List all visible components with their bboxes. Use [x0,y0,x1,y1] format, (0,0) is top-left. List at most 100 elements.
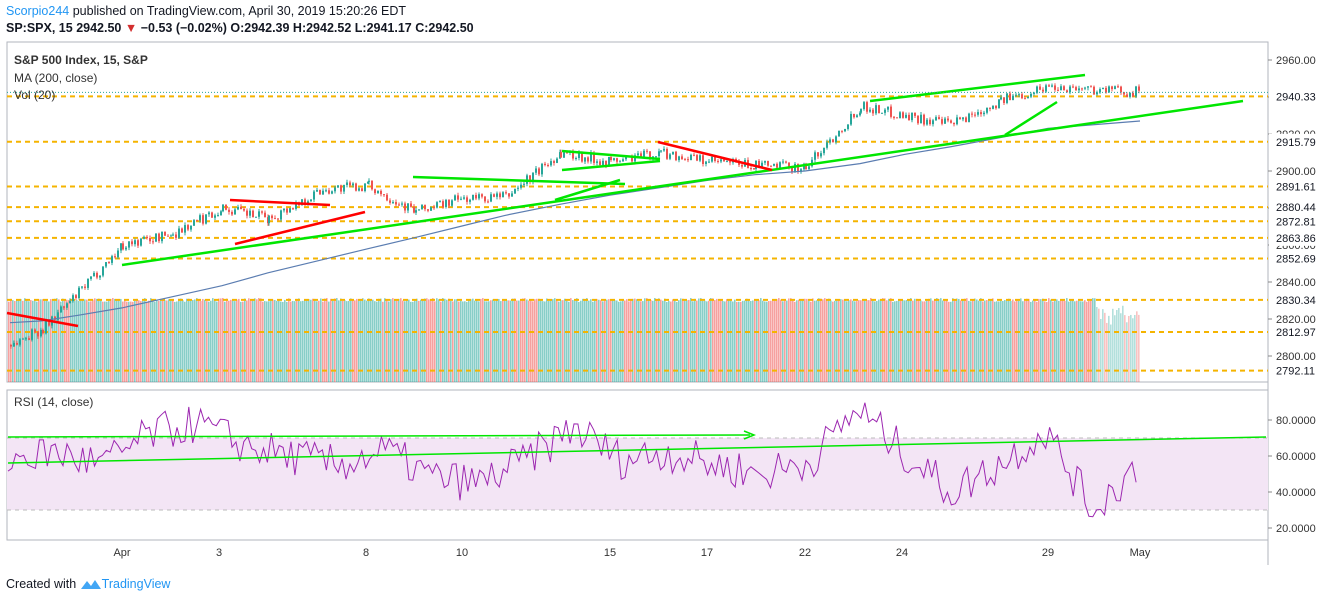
volume-bar [322,301,324,382]
volume-bar [812,298,814,382]
candle-body [720,159,722,162]
volume-bar [142,300,144,382]
volume-bar [268,301,270,382]
candle-body [161,231,163,242]
volume-bar [918,299,920,382]
candle-body [856,115,858,118]
volume-bar [158,300,160,382]
symbol: SP:SPX, 15 [6,21,73,35]
volume-bar [66,299,68,382]
candle-body [42,329,44,334]
volume-bar [82,299,84,382]
volume-bar [1134,314,1136,382]
candle-body [137,240,139,246]
candle-body [352,183,354,186]
candle-body [240,206,242,210]
candle-body [587,157,589,162]
candle-body [529,175,531,182]
volume-bar [720,298,722,382]
volume-bar [318,300,320,382]
candle-body [377,190,379,194]
candle-body [430,207,432,211]
volume-bar [336,298,338,382]
candle-body [666,148,668,159]
candle-body [445,199,447,207]
volume-bar [548,300,550,382]
volume-bar [402,300,404,382]
down-arrow-icon: ▼ [124,21,138,35]
level-tag-label: 2863.86 [1276,233,1316,245]
volume-bar [894,301,896,382]
volume-bar [922,301,924,382]
volume-bar [354,300,356,382]
volume-bar [416,298,418,382]
candle-body [872,109,874,114]
volume-bar [262,301,264,382]
volume-bar [632,298,634,382]
candle-body [466,197,468,202]
author-link[interactable]: Scorpio244 [6,4,70,18]
volume-bar [736,301,738,382]
rsi-band [7,438,1268,510]
volume-bar [124,299,126,382]
volume-bar [1124,315,1126,382]
volume-bar [724,301,726,382]
volume-bar [200,300,202,382]
candle-body [225,204,227,210]
volume-bar [946,300,948,382]
volume-bar [40,299,42,382]
candle-body [517,187,519,189]
volume-bar [562,300,564,382]
candle-body [581,152,583,162]
volume-bar [628,301,630,382]
volume-bar [686,300,688,382]
volume-bar [848,300,850,382]
volume-bar [714,300,716,382]
tradingview-link[interactable]: TradingView [101,577,171,591]
volume-bar [432,298,434,382]
candle-body [820,153,822,157]
date-tick-label: 29 [1042,547,1054,559]
volume-bar [460,300,462,382]
candle-body [520,184,522,188]
ma200-line [9,120,1141,324]
volume-bar [428,299,430,382]
volume-bar [908,299,910,382]
trendline-green [554,178,621,202]
volume-bar [690,298,692,382]
candle-body [415,210,417,213]
candle-body [34,329,36,333]
volume-bar [692,301,694,382]
candle-body [172,234,174,236]
candle-body [866,102,868,112]
volume-bar [396,299,398,382]
volume-bar [50,299,52,382]
volume-bar [972,300,974,382]
volume-bar [624,300,626,382]
candle-body [832,139,834,143]
volume-bar [514,298,516,382]
volume-bar [570,298,572,382]
volume-bar [586,298,588,382]
volume-bar [1020,298,1022,382]
candle-body [246,210,248,216]
candle-body [678,156,680,161]
volume-bar [462,301,464,382]
volume-bar [36,301,38,382]
candle-body [553,161,555,163]
volume-bar [638,301,640,382]
volume-bar [1088,300,1090,382]
volume-bar [818,298,820,382]
volume-bar [34,300,36,382]
candle-body [902,112,904,118]
volume-bar [360,298,362,382]
candle-body [681,156,683,160]
candle-body [938,117,940,120]
volume-bar [622,300,624,382]
candle-body [1009,93,1011,101]
candle-body [178,228,180,238]
candle-body [782,161,784,163]
candle-body [72,295,74,302]
candle-body [1063,86,1065,91]
